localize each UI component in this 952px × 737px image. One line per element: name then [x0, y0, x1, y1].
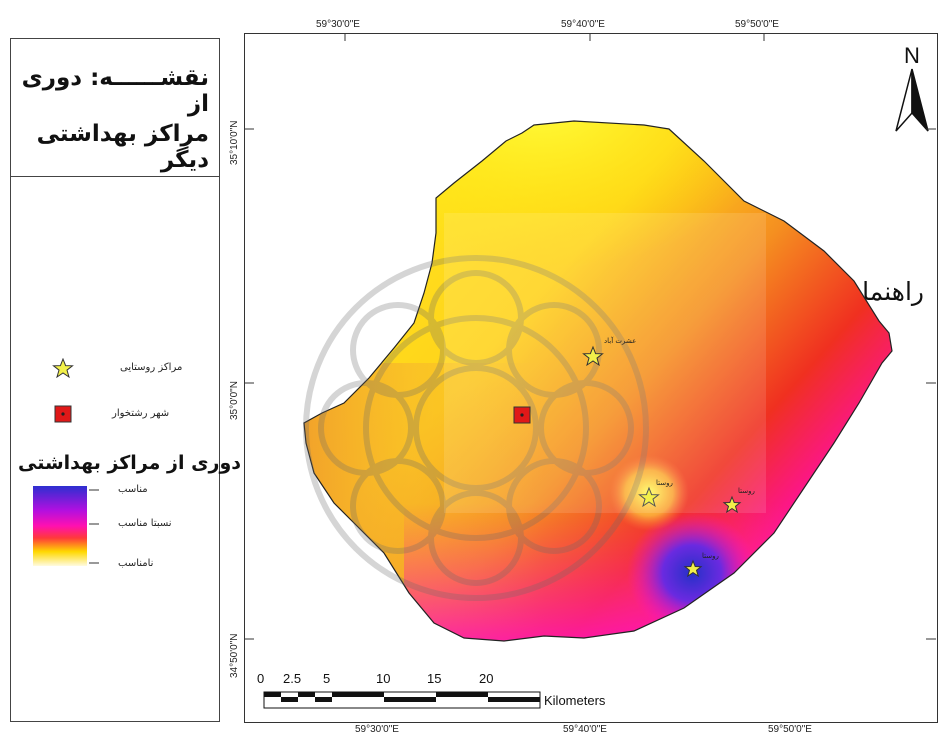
watermark-panel [444, 213, 766, 513]
scale-tick-20: 20 [479, 671, 494, 686]
ramp-label-mid: نسبتا مناسب [118, 518, 172, 529]
scale-tick-15: 15 [427, 671, 442, 686]
scale-tick-0: 0 [257, 671, 265, 686]
coord-top-2: 59°40'0"E [561, 19, 605, 30]
coord-left-3: 34°50'0"N [229, 633, 240, 679]
map-canvas[interactable]: عشرت آباد روستا روستا روستا N [244, 33, 936, 721]
legend-color-ramp [33, 486, 99, 566]
scale-unit: Kilometers [544, 693, 606, 708]
coord-bottom-3: 59°50'0"E [768, 724, 812, 735]
legend-box [10, 176, 220, 722]
legend-star-icon [52, 358, 74, 378]
village-marker-3 [722, 495, 742, 514]
place-label-village-2: روستا [656, 479, 673, 487]
legend-square-icon [54, 405, 72, 423]
ramp-label-high: مناسب [118, 484, 148, 495]
map-title-line1: نقشــــــه: دوری از [21, 65, 209, 117]
village-marker-2 [638, 486, 660, 508]
coord-left-2: 35°0'0"N [229, 381, 240, 420]
legend-ramp-title: دوری از مراکز بهداشتی [18, 452, 241, 474]
legend-label-village: مراکز روستایی [120, 362, 183, 373]
coord-left-1: 35°10'0"N [229, 120, 240, 166]
map-title-line2: مراکز بهداشتی دیگر [36, 121, 209, 173]
legend-label-city: شهر رشتخوار [112, 408, 170, 419]
scale-bar [263, 691, 541, 709]
village-marker-4 [683, 559, 703, 578]
north-label: N [904, 43, 920, 68]
place-label-village-3: روستا [738, 487, 755, 495]
north-arrow: N [895, 43, 929, 132]
coord-top-3: 59°50'0"E [735, 19, 779, 30]
scale-tick-2-5: 2.5 [283, 671, 302, 686]
coord-top-1: 59°30'0"E [316, 19, 360, 30]
ramp-label-low: نامناسب [118, 558, 154, 569]
scale-tick-10: 10 [376, 671, 391, 686]
place-label-ashratabad: عشرت آباد [604, 336, 636, 345]
coord-bottom-2: 59°40'0"E [563, 724, 607, 735]
map-title-box: نقشــــــه: دوری از مراکز بهداشتی دیگر [10, 38, 220, 178]
scale-tick-5: 5 [323, 671, 331, 686]
map-frame [244, 33, 938, 723]
village-marker-1 [582, 345, 604, 367]
city-marker [513, 406, 531, 424]
watermark-logo [303, 255, 649, 601]
place-label-village-4: روستا [702, 552, 719, 560]
coord-bottom-1: 59°30'0"E [355, 724, 399, 735]
region-boundary [303, 120, 893, 642]
